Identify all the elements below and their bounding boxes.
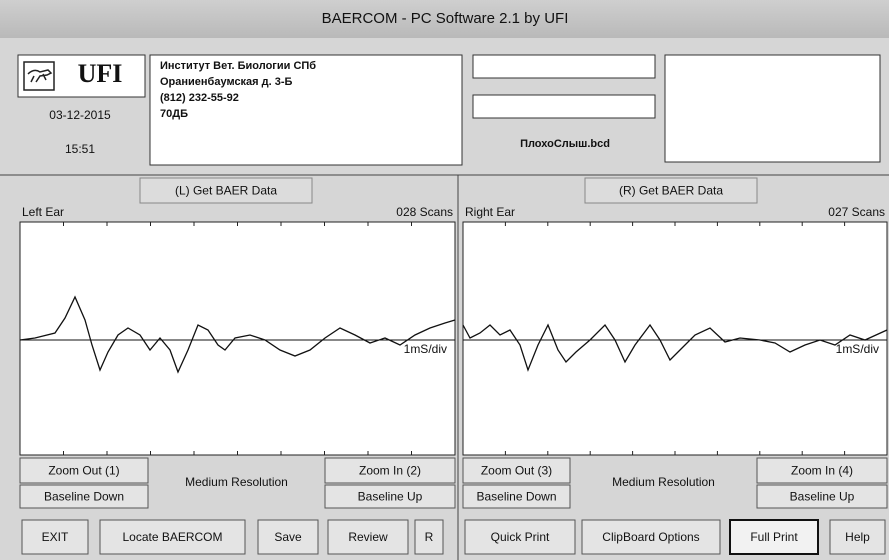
dog-icon [23,61,55,91]
address-line: Институт Вет. Биологии СПб [160,60,316,72]
baseline-up-button[interactable] [324,484,456,509]
baseline-up-button-label[interactable]: Baseline Up [358,490,423,504]
input-box[interactable] [472,94,656,119]
ear-label: Left Ear [22,205,64,219]
toolbar-button-label[interactable]: R [425,530,434,544]
toolbar-button[interactable] [464,519,576,555]
get-data-button[interactable] [584,177,758,204]
toolbar-button-label[interactable]: Help [845,530,870,544]
window-title: BAERCOM - PC Software 2.1 by UFI [322,10,569,27]
file-name: ПлохоСлыш.bcd [520,138,610,150]
resolution-label: Medium Resolution [612,475,715,489]
toolbar-button[interactable] [414,519,444,555]
scale-label: 1mS/div [836,342,879,356]
toolbar-button-label[interactable]: ClipBoard Options [602,530,699,544]
plot-area [462,221,888,456]
notes-box [664,54,881,163]
toolbar-button[interactable] [21,519,89,555]
toolbar-button[interactable] [729,519,819,555]
get-data-button-label[interactable]: (R) Get BAER Data [619,184,723,198]
scale-label: 1mS/div [404,342,447,356]
toolbar-button-label[interactable]: Save [274,530,302,544]
toolbar-button-label[interactable]: Review [348,530,388,544]
toolbar-button-label[interactable]: Quick Print [491,530,550,544]
ear-label: Right Ear [465,205,515,219]
scans-label: 027 Scans [828,205,885,219]
toolbar-button[interactable] [327,519,409,555]
get-data-button-label[interactable]: (L) Get BAER Data [175,184,277,198]
plot-area [19,221,456,456]
date: 03-12-2015 [49,108,111,122]
zoom-out-button-label[interactable]: Zoom Out (3) [481,464,552,478]
zoom-in-button-label[interactable]: Zoom In (4) [791,464,853,478]
toolbar-button-label[interactable]: Full Print [750,530,798,544]
zoom-in-button-label[interactable]: Zoom In (2) [359,464,421,478]
address-line: Ораниенбаумская д. 3-Б [160,76,293,88]
waveform [462,323,888,372]
toolbar-button-label[interactable]: EXIT [42,530,69,544]
toolbar-button[interactable] [99,519,246,555]
logo-text: UFI [78,59,123,88]
baseline-up-button[interactable] [756,484,888,509]
baseline-down-button[interactable] [462,484,571,509]
zoom-in-button[interactable] [324,457,456,484]
waveform [19,295,456,374]
toolbar-button[interactable] [257,519,319,555]
get-data-button[interactable] [139,177,313,204]
baseline-up-button-label[interactable]: Baseline Up [790,490,855,504]
zoom-out-button[interactable] [19,457,149,484]
scans-label: 028 Scans [396,205,453,219]
input-box[interactable] [472,54,656,79]
toolbar-button[interactable] [829,519,886,555]
time: 15:51 [65,142,95,156]
address-box [149,54,463,166]
baseline-down-button-label[interactable]: Baseline Down [44,490,124,504]
toolbar-button-label[interactable]: Locate BAERCOM [122,530,222,544]
toolbar-button[interactable] [581,519,721,555]
zoom-out-button[interactable] [462,457,571,484]
title-bar [0,0,889,38]
resolution-label: Medium Resolution [185,475,288,489]
address-line: 70ДБ [160,108,188,120]
baseline-down-button-label[interactable]: Baseline Down [476,490,556,504]
address-line: (812) 232-55-92 [160,92,239,104]
zoom-out-button-label[interactable]: Zoom Out (1) [48,464,119,478]
zoom-in-button[interactable] [756,457,888,484]
baseline-down-button[interactable] [19,484,149,509]
